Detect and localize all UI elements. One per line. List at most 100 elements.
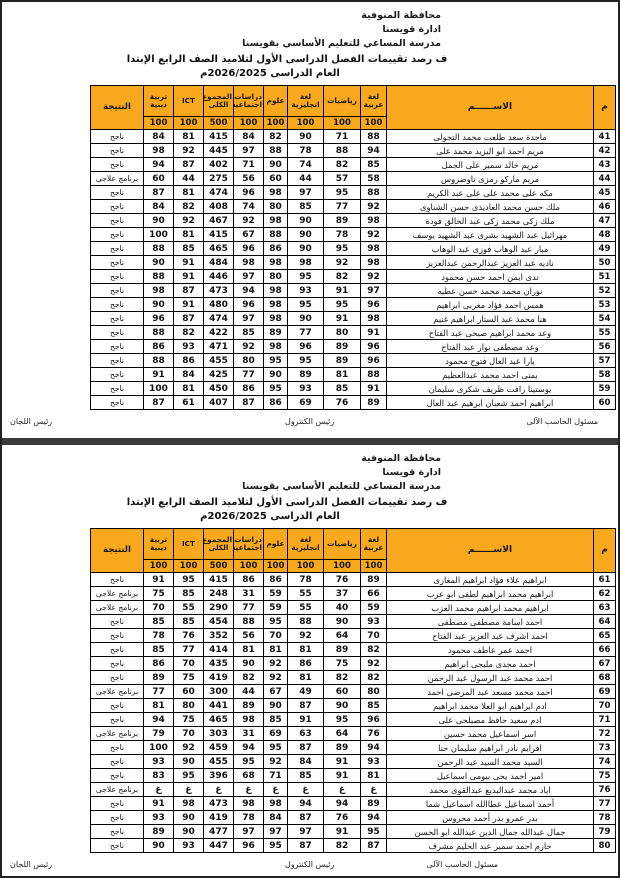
cell-sci: 97 <box>263 824 288 839</box>
cell-name: احمد عمر عاطف محمود <box>386 642 594 657</box>
table-row: 76 اياد محمد عبدالبديع عبدالقوى محمد غ غ غ غ غ… <box>90 782 616 797</box>
cell-total: 445 <box>203 143 234 158</box>
cell-ict: 90 <box>173 754 204 769</box>
cell-res: ناجح <box>90 712 144 727</box>
cell-en: 84 <box>287 754 324 769</box>
cell-name: مريم احمد ابو اليزيد محمد على <box>386 143 594 158</box>
cell-ar: غ <box>360 782 387 797</box>
cell-ar: 98 <box>360 311 387 326</box>
table-row: 46 ملك حسن محمد العاديدى حسن الشناوى 92 77 8… <box>90 199 616 214</box>
cell-name: نوران محمد محمد حسن عطيه <box>386 283 594 298</box>
table-row: 58 يمنى احمد محمد عبدالعظيم 88 81 89 90 77 425 8… <box>90 367 616 382</box>
cell-rel: 89 <box>143 824 174 839</box>
cell-rel: 100 <box>143 740 174 755</box>
cell-ar: 70 <box>360 628 387 643</box>
cell-no: 74 <box>593 754 616 769</box>
cell-soc: 87 <box>233 395 264 410</box>
cell-total: 446 <box>203 269 234 284</box>
cell-sci: 88 <box>263 227 288 242</box>
cell-total: 473 <box>203 796 234 811</box>
cell-no: 68 <box>593 670 616 685</box>
cell-res: برنامج علاجى <box>90 726 144 741</box>
col-header-total: المجموع الكلى <box>203 528 234 560</box>
cell-rel: 93 <box>143 810 174 825</box>
cell-soc: 94 <box>233 283 264 298</box>
cell-no: 57 <box>593 353 616 368</box>
cell-sci: 98 <box>263 796 288 811</box>
cell-rel: 84 <box>143 199 174 214</box>
cell-math: 95 <box>323 241 361 256</box>
cell-soc: 90 <box>233 656 264 671</box>
cell-ict: 82 <box>173 199 204 214</box>
cell-no: 79 <box>593 824 616 839</box>
grades-table-1: م الاســــــم لغة عربية رياضيات لغة انجل… <box>90 85 616 410</box>
cell-ict: 91 <box>173 297 204 312</box>
col-header-arabic: لغة عربية <box>360 528 387 560</box>
cell-math: 64 <box>323 628 361 643</box>
cell-ar: 95 <box>360 824 387 839</box>
cell-name: ماجدة سعد طلعت محمد التجولى <box>386 129 594 144</box>
cell-soc: 71 <box>233 157 264 172</box>
cell-no: 64 <box>593 614 616 629</box>
computer-officer-label: مسئول الحاسب الآلى <box>426 860 498 869</box>
cell-res: ناجح <box>90 656 144 671</box>
cell-res: برنامج علاجى <box>90 782 144 797</box>
cell-res: ناجح <box>90 810 144 825</box>
cell-en: 55 <box>287 586 324 601</box>
cell-no: 67 <box>593 656 616 671</box>
cell-total: 467 <box>203 213 234 228</box>
table-row: 65 احمد اشرف عبد العزيز عبد الفتاح 70 64 92 7… <box>90 628 616 643</box>
cell-sci: 88 <box>263 143 288 158</box>
cell-sci: 60 <box>263 171 288 186</box>
cell-total: 450 <box>203 381 234 396</box>
cell-no: 75 <box>593 768 616 783</box>
col-header-religion: تربية دينية <box>143 85 174 117</box>
cell-en: 63 <box>287 726 324 741</box>
cell-rel: 94 <box>143 157 174 172</box>
cell-math: 82 <box>323 157 361 172</box>
table-row: 49 ميار عبد الوهاب فوزى عبد الوهاب 98 95 90 8… <box>90 241 616 256</box>
cell-rel: 88 <box>143 241 174 256</box>
cell-en: 49 <box>287 684 324 699</box>
cell-total: 435 <box>203 656 234 671</box>
computer-officer-label: مسئول الحاسب الآلى <box>526 417 598 426</box>
cell-sci: 90 <box>263 367 288 382</box>
cell-rel: 91 <box>143 572 174 587</box>
cell-sci: 90 <box>263 157 288 172</box>
governorate-line: محافظة المنوفية <box>361 10 441 21</box>
cell-ict: 77 <box>173 642 204 657</box>
cell-math: 82 <box>323 269 361 284</box>
cell-math: 40 <box>323 600 361 615</box>
cell-ict: 85 <box>173 586 204 601</box>
school-line: مدرسة المساعي للتعليم الأساسي بقويسنا <box>242 38 441 49</box>
cell-soc: 95 <box>233 754 264 769</box>
cell-sci: 95 <box>263 353 288 368</box>
col-header-english: لغة انجليزية <box>287 528 324 560</box>
cell-res: ناجح <box>90 325 144 340</box>
cell-ict: 70 <box>173 726 204 741</box>
cell-soc: 31 <box>233 726 264 741</box>
cell-sci: 59 <box>263 586 288 601</box>
cell-math: 90 <box>323 698 361 713</box>
cell-en: 81 <box>287 670 324 685</box>
sheet-title: ف رصد تقييمات الفصل الدراسى الأول لتلامي… <box>126 54 448 65</box>
cell-res: ناجح <box>90 255 144 270</box>
cell-en: 95 <box>287 269 324 284</box>
cell-name: احمد اسامة مصطفى مصطفى <box>386 614 594 629</box>
cell-soc: 67 <box>233 227 264 242</box>
cell-total: 441 <box>203 698 234 713</box>
cell-math: 91 <box>323 754 361 769</box>
cell-ict: 55 <box>173 600 204 615</box>
cell-no: 69 <box>593 684 616 699</box>
cell-soc: 96 <box>233 838 264 853</box>
cell-no: 53 <box>593 297 616 312</box>
cell-ar: 92 <box>360 227 387 242</box>
cell-ict: 81 <box>173 227 204 242</box>
cell-soc: 84 <box>233 129 264 144</box>
cell-math: 89 <box>323 740 361 755</box>
cell-math: 95 <box>323 185 361 200</box>
cell-res: ناجح <box>90 572 144 587</box>
cell-total: 474 <box>203 311 234 326</box>
cell-sci: 71 <box>263 768 288 783</box>
cell-soc: 97 <box>233 824 264 839</box>
